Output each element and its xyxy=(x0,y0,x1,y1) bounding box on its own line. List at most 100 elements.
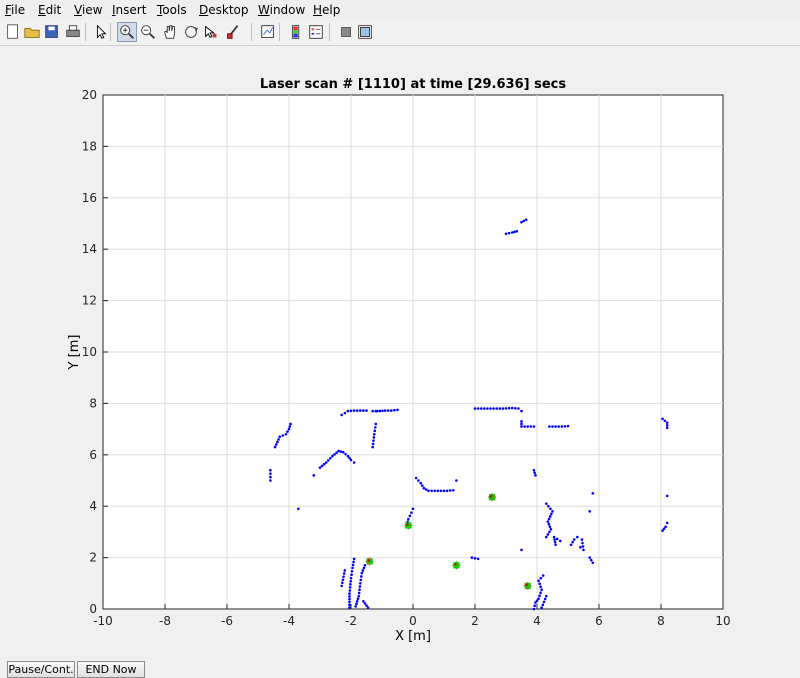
data-cursor-button[interactable] xyxy=(201,22,221,42)
landmark-marker xyxy=(404,521,413,530)
scan-point xyxy=(278,435,282,439)
scan-point xyxy=(545,535,548,539)
save-button[interactable] xyxy=(42,22,62,42)
menu-edit[interactable]: Edit xyxy=(38,3,61,17)
scan-point xyxy=(513,230,516,234)
y-tick-label: 10 xyxy=(82,345,97,359)
scan-point xyxy=(442,489,446,493)
menu-label-rest: nsert xyxy=(115,3,147,17)
zoom-in-icon xyxy=(120,25,134,39)
colorbar-button[interactable] xyxy=(286,22,306,42)
scan-point xyxy=(436,489,440,493)
scan-point xyxy=(510,231,514,234)
save-icon xyxy=(45,25,58,38)
scan-point xyxy=(554,425,557,428)
scan-point xyxy=(421,484,424,487)
scan-point xyxy=(372,432,376,436)
legend-button[interactable] xyxy=(306,22,326,42)
menu-mnemonic: V xyxy=(74,3,82,17)
scan-point xyxy=(661,529,664,532)
landmark-cross xyxy=(489,495,493,498)
zoom-in-button[interactable] xyxy=(117,22,137,42)
scan-point xyxy=(360,575,363,578)
scan-point xyxy=(591,492,595,495)
x-tick-label: -8 xyxy=(159,614,171,628)
print-button[interactable] xyxy=(63,22,83,42)
scan-point xyxy=(524,218,528,221)
scan-point xyxy=(320,464,324,468)
landmark-markers xyxy=(365,493,532,590)
zoom-out-icon xyxy=(141,25,155,39)
y-tick-label: 18 xyxy=(82,139,97,153)
figure-canvas: -10 -8 -6 -4 -2 0 2 4 6 8 10 0 2 4 6 8 10 12 14 16 18 20 Lase… xyxy=(0,46,800,656)
scan-point xyxy=(439,489,443,493)
new-figure-button[interactable] xyxy=(3,22,23,42)
scan-point xyxy=(341,450,345,454)
scan-point xyxy=(386,409,390,412)
scan-point xyxy=(286,430,289,433)
scan-point xyxy=(555,537,559,541)
scan-point xyxy=(349,583,352,586)
menu-window[interactable]: Window xyxy=(258,3,305,17)
scan-point xyxy=(269,479,272,482)
scan-point xyxy=(274,443,278,446)
show-plot-tools-button[interactable] xyxy=(355,22,375,42)
scan-point xyxy=(357,594,361,598)
y-tick-label: 2 xyxy=(89,551,97,565)
edit-plot-arrow-button[interactable] xyxy=(91,22,111,42)
scan-point xyxy=(588,510,591,513)
scan-point xyxy=(540,606,543,610)
landmark-star xyxy=(452,561,461,570)
scan-point xyxy=(359,578,363,582)
rotate-3d-button[interactable] xyxy=(181,22,201,42)
scan-point xyxy=(569,543,573,547)
menu-desktop[interactable]: Desktop xyxy=(199,3,249,17)
menu-label-rest: esktop xyxy=(208,3,249,17)
scan-point xyxy=(549,528,553,531)
scan-point xyxy=(452,488,455,492)
scan-point xyxy=(662,527,666,530)
scan-point xyxy=(492,407,495,410)
scan-point xyxy=(576,535,579,539)
scan-point xyxy=(373,429,377,433)
open-file-icon xyxy=(24,27,40,38)
open-file-button[interactable] xyxy=(22,22,42,42)
scan-point xyxy=(479,407,483,410)
scan-point xyxy=(348,595,351,598)
menu-tools[interactable]: Tools xyxy=(157,3,187,17)
menu-view[interactable]: View xyxy=(74,3,102,17)
scan-point xyxy=(276,440,279,444)
brush-icon xyxy=(227,25,239,39)
link-plot-button[interactable] xyxy=(258,22,278,42)
scan-point xyxy=(371,445,375,449)
pan-hand-button[interactable] xyxy=(160,22,180,42)
scan-point xyxy=(269,468,272,472)
menu-label-rest: indow xyxy=(269,3,306,17)
scan-point xyxy=(520,220,523,224)
edit-plot-arrow-icon xyxy=(96,24,107,39)
scan-point xyxy=(407,517,410,521)
scan-point xyxy=(548,425,551,428)
scan-point xyxy=(340,413,344,417)
data-cursor-icon xyxy=(205,25,217,39)
menu-file[interactable]: File xyxy=(5,3,25,17)
scan-point xyxy=(348,606,351,610)
menu-label-rest: ile xyxy=(11,3,26,17)
landmark-cross xyxy=(525,583,528,587)
hide-plot-tools-button[interactable] xyxy=(336,22,356,42)
scan-point xyxy=(520,422,523,426)
menu-insert[interactable]: Insert xyxy=(112,3,146,17)
pause-continue-button[interactable]: Pause/Cont. xyxy=(7,661,75,678)
landmark-star xyxy=(523,581,532,590)
scan-point xyxy=(410,511,413,514)
brush-button[interactable] xyxy=(223,22,243,42)
menu-mnemonic: H xyxy=(313,3,323,17)
scan-point xyxy=(287,427,291,431)
scan-point xyxy=(396,408,399,412)
zoom-out-button[interactable] xyxy=(138,22,158,42)
menu-help[interactable]: Help xyxy=(313,3,340,17)
scan-point xyxy=(554,543,557,547)
scan-point xyxy=(374,422,378,426)
scan-point xyxy=(495,407,499,410)
end-now-button[interactable]: END Now xyxy=(77,661,145,678)
